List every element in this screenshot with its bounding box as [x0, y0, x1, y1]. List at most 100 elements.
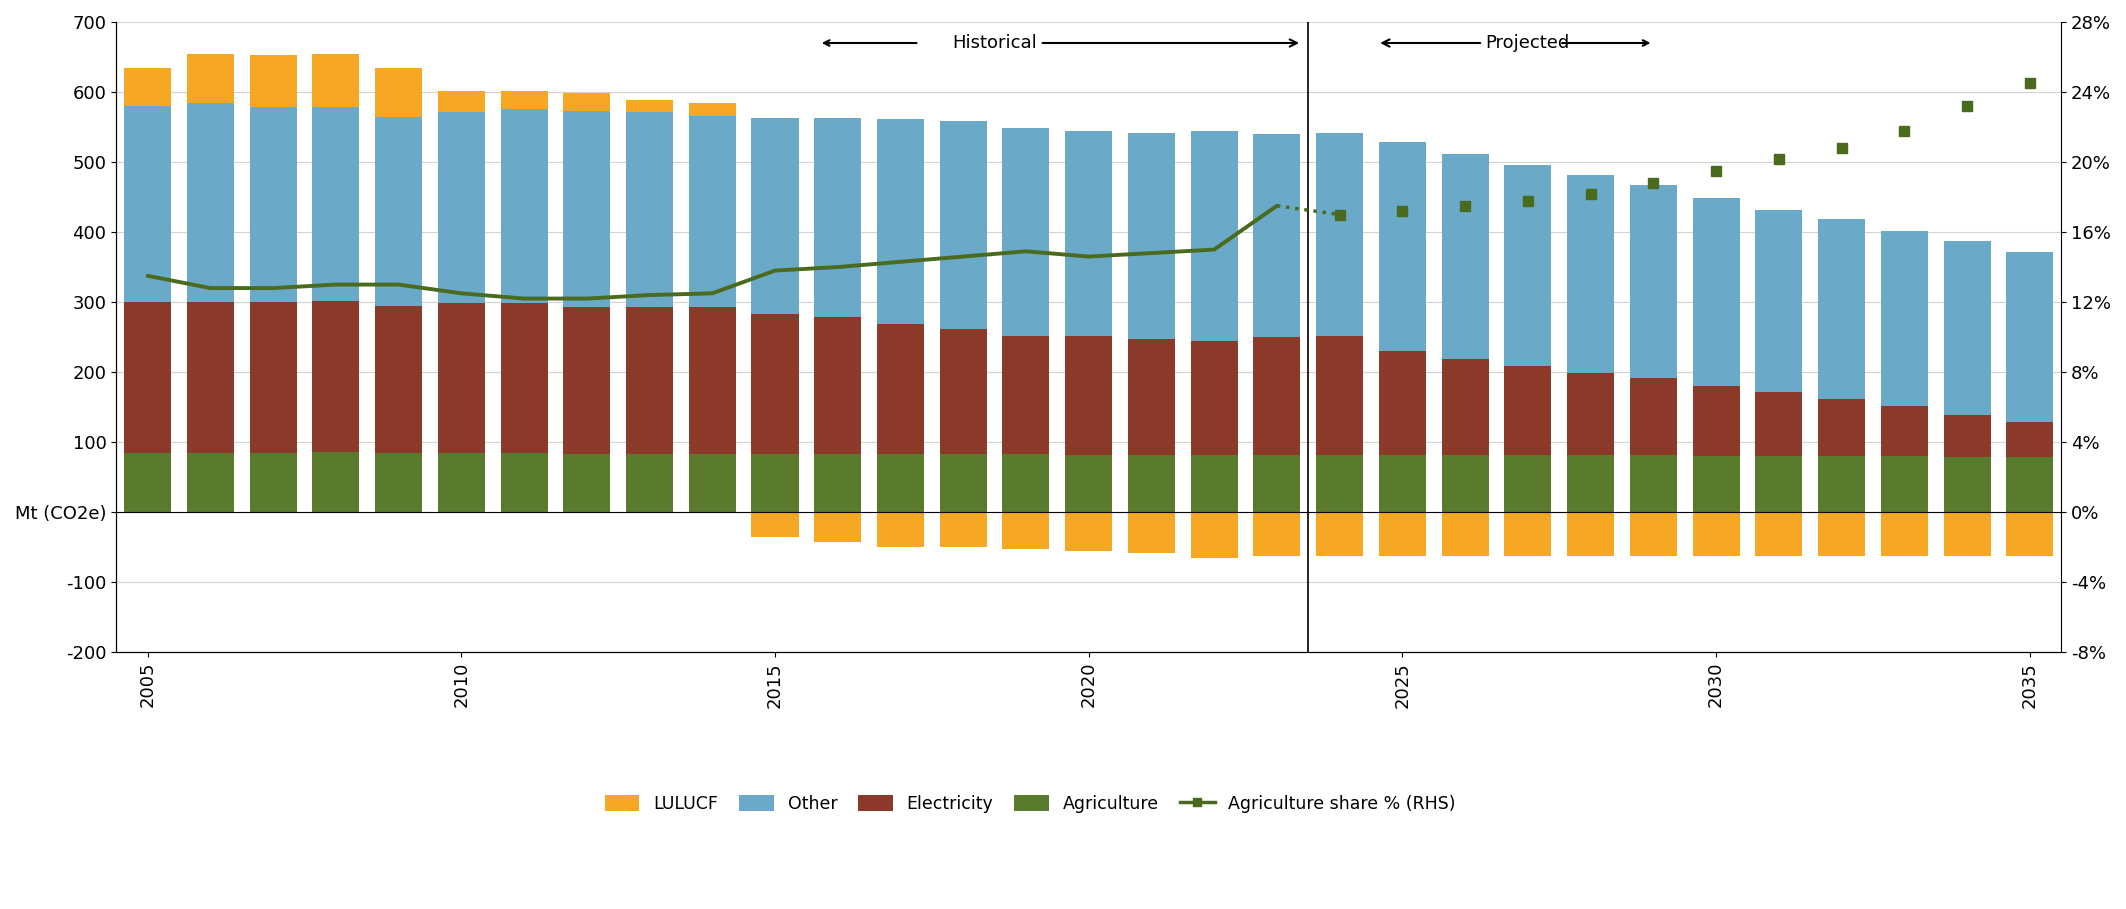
Bar: [1756, 456, 1803, 512]
Bar: [1003, 128, 1050, 336]
Bar: [689, 454, 736, 512]
Bar: [1003, 336, 1050, 454]
Bar: [187, 103, 234, 302]
Bar: [750, 118, 799, 314]
Bar: [940, 512, 986, 547]
Bar: [1505, 455, 1552, 512]
Bar: [1818, 399, 1865, 456]
Text: Historical: Historical: [952, 34, 1297, 52]
Bar: [1692, 386, 1739, 456]
Bar: [876, 325, 925, 454]
Bar: [313, 302, 359, 452]
Bar: [123, 453, 170, 512]
Bar: [313, 55, 359, 106]
Bar: [1441, 155, 1488, 359]
Bar: [1380, 351, 1427, 454]
Bar: [876, 512, 925, 547]
Bar: [1756, 512, 1803, 555]
Bar: [500, 303, 549, 454]
Bar: [1316, 454, 1363, 512]
Bar: [1567, 455, 1614, 512]
Bar: [940, 329, 986, 454]
Bar: [625, 113, 674, 307]
Bar: [1882, 405, 1928, 456]
Bar: [1505, 365, 1552, 455]
Bar: [625, 454, 674, 512]
Bar: [374, 305, 423, 453]
Bar: [500, 91, 549, 109]
Bar: [1380, 512, 1427, 555]
Bar: [1756, 210, 1803, 392]
Bar: [1943, 512, 1990, 555]
Bar: [187, 54, 234, 103]
Bar: [123, 106, 170, 302]
Bar: [1316, 335, 1363, 454]
Bar: [563, 454, 610, 512]
Bar: [1380, 454, 1427, 512]
Bar: [814, 118, 861, 317]
Bar: [1065, 512, 1112, 551]
Bar: [249, 453, 298, 512]
Bar: [1254, 134, 1301, 337]
Bar: [1254, 512, 1301, 555]
Bar: [1441, 455, 1488, 512]
Bar: [1129, 133, 1176, 339]
Bar: [1631, 185, 1677, 378]
Bar: [1882, 231, 1928, 405]
Bar: [940, 121, 986, 329]
Bar: [1882, 456, 1928, 512]
Bar: [249, 107, 298, 302]
Bar: [2007, 457, 2054, 512]
Bar: [689, 104, 736, 115]
Bar: [1818, 512, 1865, 555]
Bar: [1631, 378, 1677, 455]
Bar: [1316, 133, 1363, 335]
Bar: [814, 512, 861, 542]
Bar: [1065, 131, 1112, 335]
Bar: [1129, 454, 1176, 512]
Bar: [625, 307, 674, 454]
Bar: [1631, 455, 1677, 512]
Bar: [123, 302, 170, 453]
Bar: [1505, 512, 1552, 555]
Bar: [1065, 454, 1112, 512]
Bar: [1943, 415, 1990, 457]
Bar: [438, 113, 485, 303]
Bar: [1818, 219, 1865, 399]
Bar: [1191, 131, 1237, 341]
Bar: [1065, 335, 1112, 454]
Bar: [1316, 512, 1363, 555]
Bar: [1943, 241, 1990, 415]
Bar: [187, 302, 234, 453]
Bar: [689, 115, 736, 307]
Text: Projected: Projected: [1382, 34, 1569, 52]
Bar: [876, 119, 925, 325]
Bar: [1254, 337, 1301, 454]
Bar: [2007, 252, 2054, 422]
Bar: [750, 314, 799, 454]
Bar: [1943, 457, 1990, 512]
Bar: [1003, 454, 1050, 512]
Bar: [123, 67, 170, 106]
Bar: [1129, 339, 1176, 454]
Bar: [563, 111, 610, 307]
Bar: [563, 307, 610, 454]
Bar: [2007, 512, 2054, 555]
Bar: [438, 303, 485, 454]
Bar: [313, 452, 359, 512]
Bar: [249, 55, 298, 107]
Bar: [438, 91, 485, 113]
Bar: [1756, 392, 1803, 456]
Bar: [1692, 512, 1739, 555]
Legend: LULUCF, Other, Electricity, Agriculture, Agriculture share % (RHS): LULUCF, Other, Electricity, Agriculture,…: [597, 788, 1463, 820]
Bar: [1818, 456, 1865, 512]
Bar: [1191, 454, 1237, 512]
Bar: [187, 453, 234, 512]
Bar: [2007, 422, 2054, 457]
Bar: [1505, 165, 1552, 365]
Bar: [438, 454, 485, 512]
Bar: [814, 454, 861, 512]
Bar: [1882, 512, 1928, 555]
Bar: [1003, 512, 1050, 548]
Bar: [940, 454, 986, 512]
